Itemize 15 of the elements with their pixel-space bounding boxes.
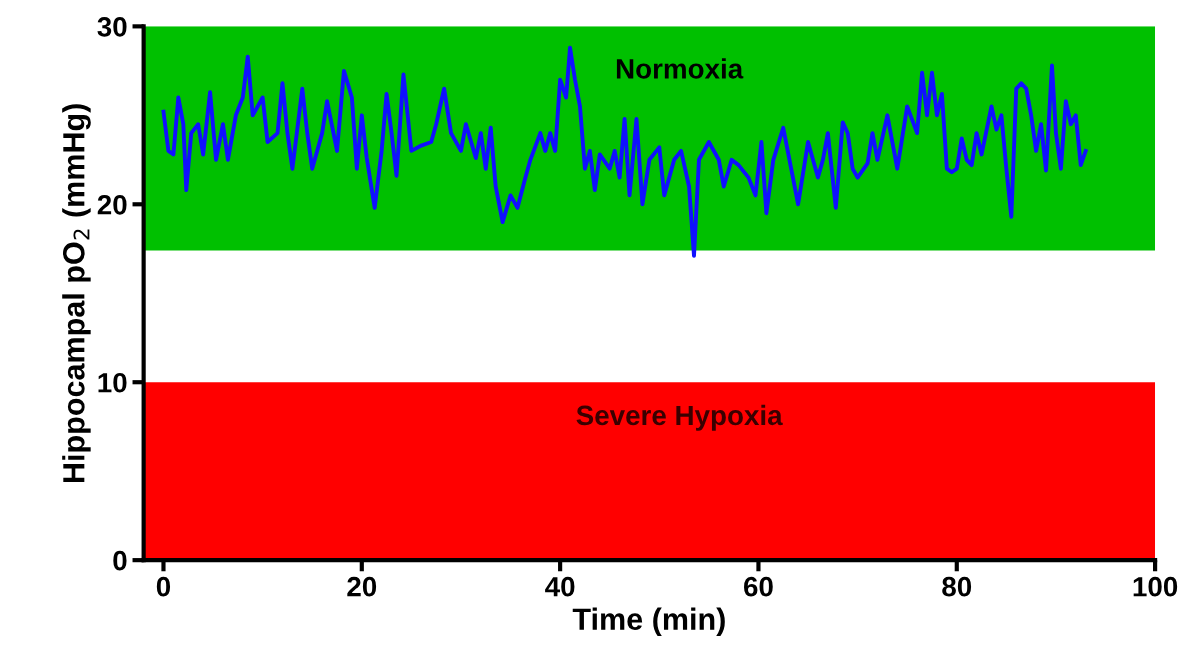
x-tick-label: 60 bbox=[744, 576, 773, 597]
x-tick-label: 0 bbox=[156, 576, 171, 597]
line-series bbox=[161, 45, 1088, 258]
y-tick-label: 20 bbox=[97, 194, 127, 215]
x-axis-title: Time (min) bbox=[572, 607, 725, 637]
y-axis-title: Hippocampal pO$_{2}$ (mmHg) bbox=[62, 104, 91, 483]
band-label: Severe Hypoxia bbox=[576, 404, 783, 431]
x-tick-label: 40 bbox=[545, 576, 575, 597]
y-tick-label: 10 bbox=[98, 372, 127, 393]
x-tick-label: 80 bbox=[942, 576, 972, 597]
y-tick-label: 0 bbox=[113, 550, 127, 571]
band-label: Normoxia bbox=[616, 58, 744, 79]
x-tick-label: 20 bbox=[347, 576, 377, 597]
x-tick-label: 100 bbox=[1133, 576, 1178, 597]
y-tick-label: 30 bbox=[97, 17, 127, 37]
